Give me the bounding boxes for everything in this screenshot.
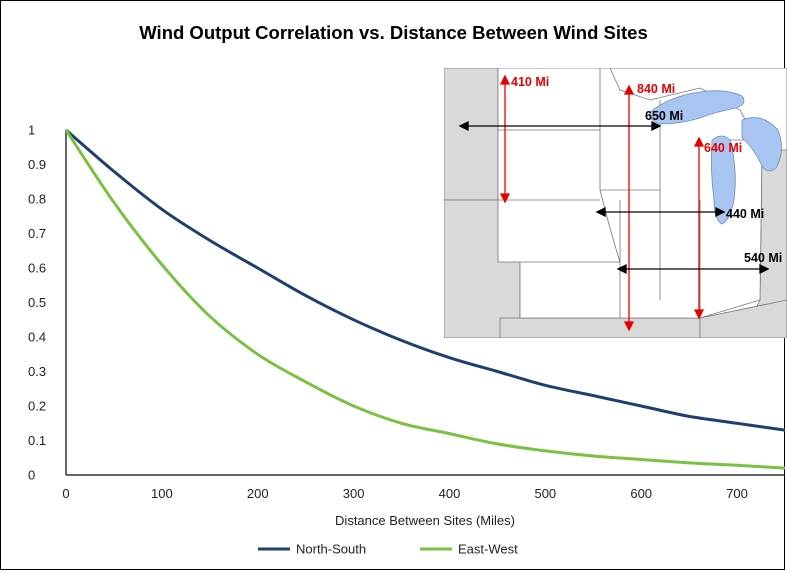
map-state-borders [498, 68, 760, 318]
y-tick-label: 0.2 [28, 399, 46, 414]
map-midwest-states [497, 68, 763, 319]
midwest-map-icon: 410 Mi 840 Mi 640 Mi 650 Mi 440 Mi 540 M… [444, 68, 787, 338]
label-540-mi: 540 Mi [744, 251, 782, 265]
y-tick-label: 0 [28, 468, 35, 483]
map-south-states [499, 317, 701, 338]
label-640-mi: 640 Mi [704, 141, 742, 155]
label-840-mi: 840 Mi [637, 82, 675, 96]
x-tick-labels: 0 100 200 300 400 500 600 700 [62, 486, 748, 501]
series-line-north-south [65, 128, 786, 432]
map-lake-superior [649, 90, 745, 125]
x-tick-label: 100 [151, 486, 173, 501]
legend-label-north-south: North-South [296, 542, 366, 557]
y-tick-label: 0.5 [28, 295, 46, 310]
map-lake-huron [741, 117, 782, 172]
map-west-states [444, 68, 499, 201]
x-tick-label: 300 [343, 486, 365, 501]
x-axis-label: Distance Between Sites (Miles) [335, 513, 515, 528]
map-lake-michigan [710, 135, 736, 225]
x-tick-label: 400 [439, 486, 461, 501]
chart-title: Wind Output Correlation vs. Distance Bet… [139, 22, 648, 43]
y-tick-label: 0.1 [28, 433, 46, 448]
y-tick-label: 0.4 [28, 330, 46, 345]
y-tick-label: 0.3 [28, 364, 46, 379]
x-tick-label: 600 [630, 486, 652, 501]
x-tick-label: 200 [247, 486, 269, 501]
x-tick-label: 700 [726, 486, 748, 501]
y-tick-label: 0.7 [28, 226, 46, 241]
y-tick-label: 0.6 [28, 261, 46, 276]
map-southeast-states [699, 299, 787, 338]
legend-label-east-west: East-West [458, 542, 518, 557]
east-west-arrows [458, 120, 770, 275]
north-south-arrows [499, 74, 705, 332]
x-tick-label: 500 [534, 486, 556, 501]
y-tick-label: 0.8 [28, 192, 46, 207]
label-410-mi: 410 Mi [511, 75, 549, 89]
axes [65, 130, 785, 476]
label-650-mi: 650 Mi [645, 109, 683, 123]
series-line-east-west [64, 129, 786, 470]
y-tick-label: 1 [28, 123, 35, 138]
y-tick-labels: 0 0.1 0.2 0.3 0.4 0.5 0.6 0.7 0.8 0.9 1 [28, 123, 46, 483]
x-tick-label: 0 [62, 486, 69, 501]
series-lines [64, 128, 786, 470]
y-tick-label: 0.9 [28, 157, 46, 172]
legend: North-South East-West [258, 542, 518, 557]
label-440-mi: 440 Mi [726, 207, 764, 221]
